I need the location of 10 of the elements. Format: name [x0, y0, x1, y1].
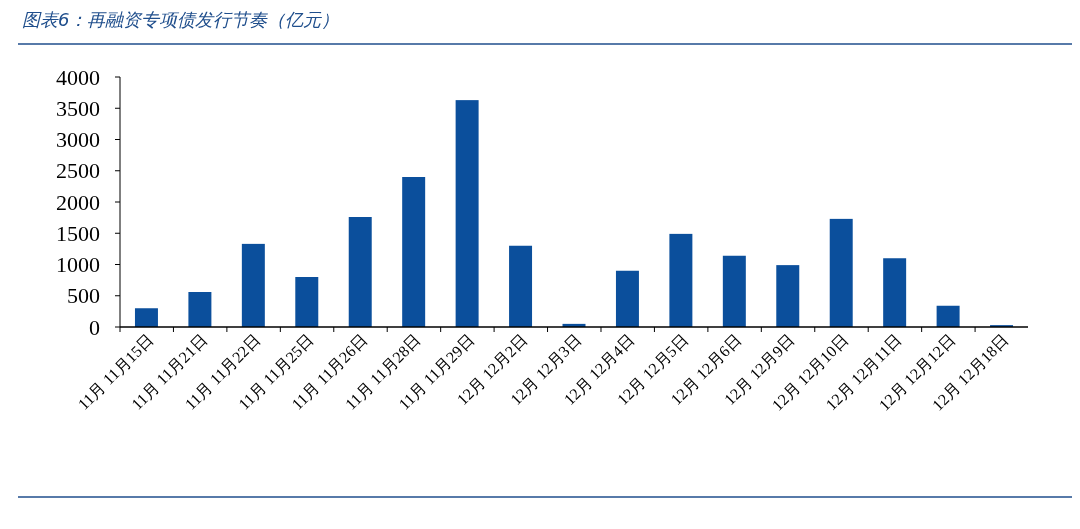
y-tick-label: 1000 — [56, 252, 100, 278]
y-tick-label: 3500 — [56, 95, 100, 121]
y-tick-label: 2500 — [56, 158, 100, 184]
chart-title: 图表6：再融资专项债发行节奏（亿元） — [22, 9, 340, 30]
y-tick-label: 0 — [89, 314, 100, 340]
y-tick-label: 500 — [67, 283, 100, 309]
y-tick-label: 4000 — [56, 64, 100, 90]
y-tick-label: 2000 — [56, 189, 100, 215]
y-tick-label: 1500 — [56, 220, 100, 246]
y-tick-label: 3000 — [56, 127, 100, 153]
